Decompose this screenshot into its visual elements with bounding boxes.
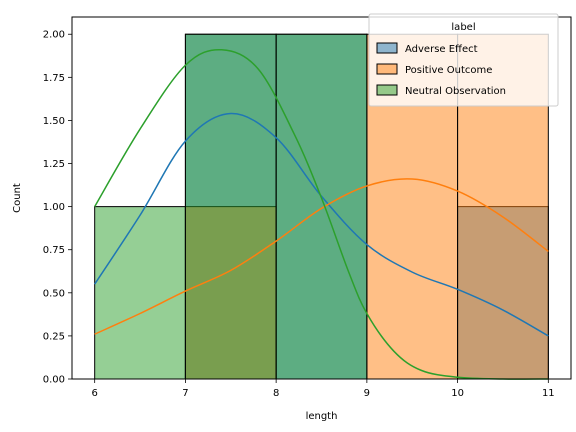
y-tick-label-0: 0.00: [43, 375, 65, 386]
legend-label-1: Positive Outcome: [405, 65, 492, 76]
bar-neutral-observation-bin-1: [184, 33, 277, 380]
legend-box: [368, 13, 559, 107]
y-tick-label-5: 1.25: [43, 159, 65, 170]
legend-label-0: Adverse Effect: [405, 44, 478, 55]
kde-line-neutral-observation: [94, 48, 549, 380]
y-tick-label-4: 1.00: [43, 202, 65, 213]
kde-line-positive-outcome: [94, 178, 549, 335]
y-tick-label-3: 0.75: [43, 245, 65, 256]
x-tick-label-5: 11: [542, 388, 555, 399]
x-axis-label: length: [306, 411, 338, 422]
bar-neutral-observation-bin-2: [275, 33, 368, 380]
legend-label-2: Neutral Observation: [405, 86, 506, 97]
y-axis: 0.00 0.25 0.50 0.75 1.00 1.25 1.50 1.75 2.00: [43, 30, 72, 386]
x-tick-label-3: 9: [364, 388, 370, 399]
bar-neutral-observation-bin-0: [94, 206, 186, 380]
kde-curves: [94, 48, 549, 380]
x-tick-label-4: 10: [451, 388, 464, 399]
legend-swatch-0: [376, 42, 398, 54]
legend-title: label: [451, 22, 475, 33]
plot-frame: [71, 16, 572, 380]
x-tick-label-1: 7: [182, 388, 188, 399]
y-axis-label: Count: [12, 183, 23, 213]
y-tick-label-8: 2.00: [43, 30, 65, 41]
x-tick-label-2: 8: [273, 388, 279, 399]
y-tick-label-7: 1.75: [43, 73, 65, 84]
kde-line-adverse-effect: [94, 112, 549, 337]
y-tick-label-6: 1.50: [43, 116, 65, 127]
legend-swatch-1: [376, 63, 398, 75]
y-tick-label-2: 0.50: [43, 288, 65, 299]
x-axis: 6 7 8 9 10 11: [91, 379, 555, 399]
legend-swatch-2: [376, 84, 398, 96]
x-tick-label-0: 6: [91, 388, 97, 399]
legend: label Adverse Effect Positive Outcome Neutr…: [368, 13, 559, 107]
y-tick-label-1: 0.25: [43, 331, 65, 342]
